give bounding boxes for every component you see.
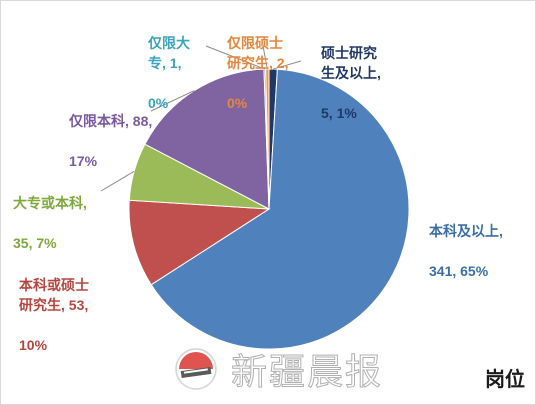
pie-slice-3 [144,68,270,210]
label-benke-ji-yishang: 本科及以上, 341, 65% [429,223,503,279]
leader-line-5 [262,45,268,70]
label-jinxian-benke: 仅限本科, 88, 17% [69,113,153,169]
label-dazhuan-huo-benke: 大专或本科, 35, 7% [13,195,87,251]
leader-line-3 [150,90,195,112]
watermark-text: 新疆晨报 [230,352,384,394]
leader-line-2 [100,170,135,192]
label-benke-huo-shuoshi: 本科或硕士 研究生, 53, 10% [19,277,89,353]
newspaper-logo-icon [175,348,217,390]
label-jinxian-dazhuan: 仅限大 专, 1, 0% [148,35,190,111]
label-jinxian-shuoshi: 仅限硕士 研究生, 2, 0% [227,35,289,111]
pie-slice-1 [128,199,271,286]
axis-title: 岗位 [485,369,525,391]
watermark: 新疆晨报 [171,346,384,394]
label-shuoshi-ji-yishang: 硕士研究 生及以上, 5, 1% [321,45,381,121]
pie-slice-0 [150,68,410,350]
leader-line-6 [273,60,302,70]
leader-line-4 [205,45,265,70]
